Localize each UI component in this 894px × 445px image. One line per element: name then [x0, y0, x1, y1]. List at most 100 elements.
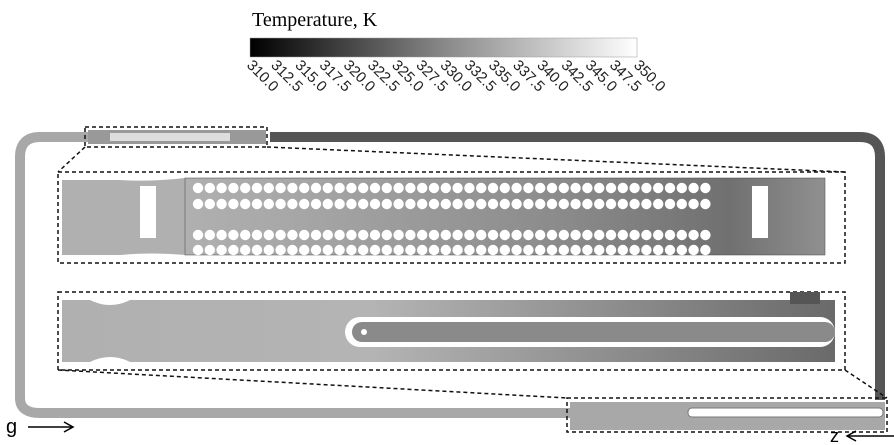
slot — [752, 186, 768, 238]
pin — [275, 183, 285, 193]
pin — [677, 230, 687, 240]
pin — [193, 230, 203, 240]
pin — [594, 183, 604, 193]
pin — [334, 245, 344, 255]
pin — [677, 183, 687, 193]
pin — [382, 230, 392, 240]
pin — [205, 183, 215, 193]
pin — [582, 183, 592, 193]
pin — [358, 199, 368, 209]
pin — [500, 183, 510, 193]
pin — [228, 230, 238, 240]
pin — [346, 199, 356, 209]
pin — [323, 199, 333, 209]
pin — [606, 199, 616, 209]
pin — [287, 199, 297, 209]
pin — [370, 230, 380, 240]
pin — [677, 245, 687, 255]
pin — [688, 199, 698, 209]
pin — [205, 230, 215, 240]
pin — [393, 230, 403, 240]
pin — [688, 230, 698, 240]
pin — [264, 199, 274, 209]
pin — [535, 199, 545, 209]
pin — [606, 183, 616, 193]
pin — [476, 230, 486, 240]
pin — [382, 199, 392, 209]
pin — [311, 230, 321, 240]
pin — [452, 183, 462, 193]
pin — [618, 230, 628, 240]
tube — [352, 322, 835, 342]
pin — [523, 245, 533, 255]
pin — [535, 230, 545, 240]
pin — [570, 199, 580, 209]
pin — [252, 230, 262, 240]
pin — [441, 183, 451, 193]
pin — [393, 183, 403, 193]
pin — [653, 245, 663, 255]
pin — [216, 183, 226, 193]
pin — [452, 199, 462, 209]
pin — [511, 245, 521, 255]
pin — [417, 199, 427, 209]
pin — [464, 230, 474, 240]
pin — [216, 230, 226, 240]
pin — [665, 245, 675, 255]
pin — [500, 230, 510, 240]
pin — [665, 199, 675, 209]
pin — [240, 245, 250, 255]
pin — [582, 199, 592, 209]
pin — [523, 230, 533, 240]
pin — [370, 199, 380, 209]
pin — [547, 199, 557, 209]
pin — [677, 199, 687, 209]
pin — [535, 183, 545, 193]
zoom-line — [58, 370, 567, 398]
pin — [653, 199, 663, 209]
pin — [559, 230, 569, 240]
pin — [429, 230, 439, 240]
pin — [594, 199, 604, 209]
pin — [358, 183, 368, 193]
pin — [299, 183, 309, 193]
pin — [275, 199, 285, 209]
pin — [570, 245, 580, 255]
pin — [547, 245, 557, 255]
pin — [240, 230, 250, 240]
pin — [700, 230, 710, 240]
gravity-label: g — [6, 416, 17, 438]
pin — [382, 183, 392, 193]
pin — [523, 183, 533, 193]
pin — [311, 245, 321, 255]
pin — [547, 183, 557, 193]
pin — [193, 183, 203, 193]
pin — [382, 245, 392, 255]
pin — [700, 183, 710, 193]
pin — [488, 199, 498, 209]
pin — [582, 230, 592, 240]
pin — [323, 230, 333, 240]
pin — [193, 199, 203, 209]
pin — [700, 199, 710, 209]
pin — [287, 245, 297, 255]
pin — [594, 230, 604, 240]
pin — [665, 183, 675, 193]
pin — [606, 245, 616, 255]
pin — [240, 183, 250, 193]
outlet — [790, 292, 820, 304]
pin — [452, 230, 462, 240]
pin — [547, 230, 557, 240]
pin — [641, 183, 651, 193]
colorbar-title: Temperature, K — [252, 9, 378, 31]
pin — [228, 183, 238, 193]
pin — [641, 245, 651, 255]
pin — [205, 199, 215, 209]
pin — [500, 245, 510, 255]
pin — [228, 199, 238, 209]
pin — [334, 183, 344, 193]
pin — [311, 183, 321, 193]
pin — [216, 199, 226, 209]
pin — [476, 245, 486, 255]
pin — [582, 245, 592, 255]
